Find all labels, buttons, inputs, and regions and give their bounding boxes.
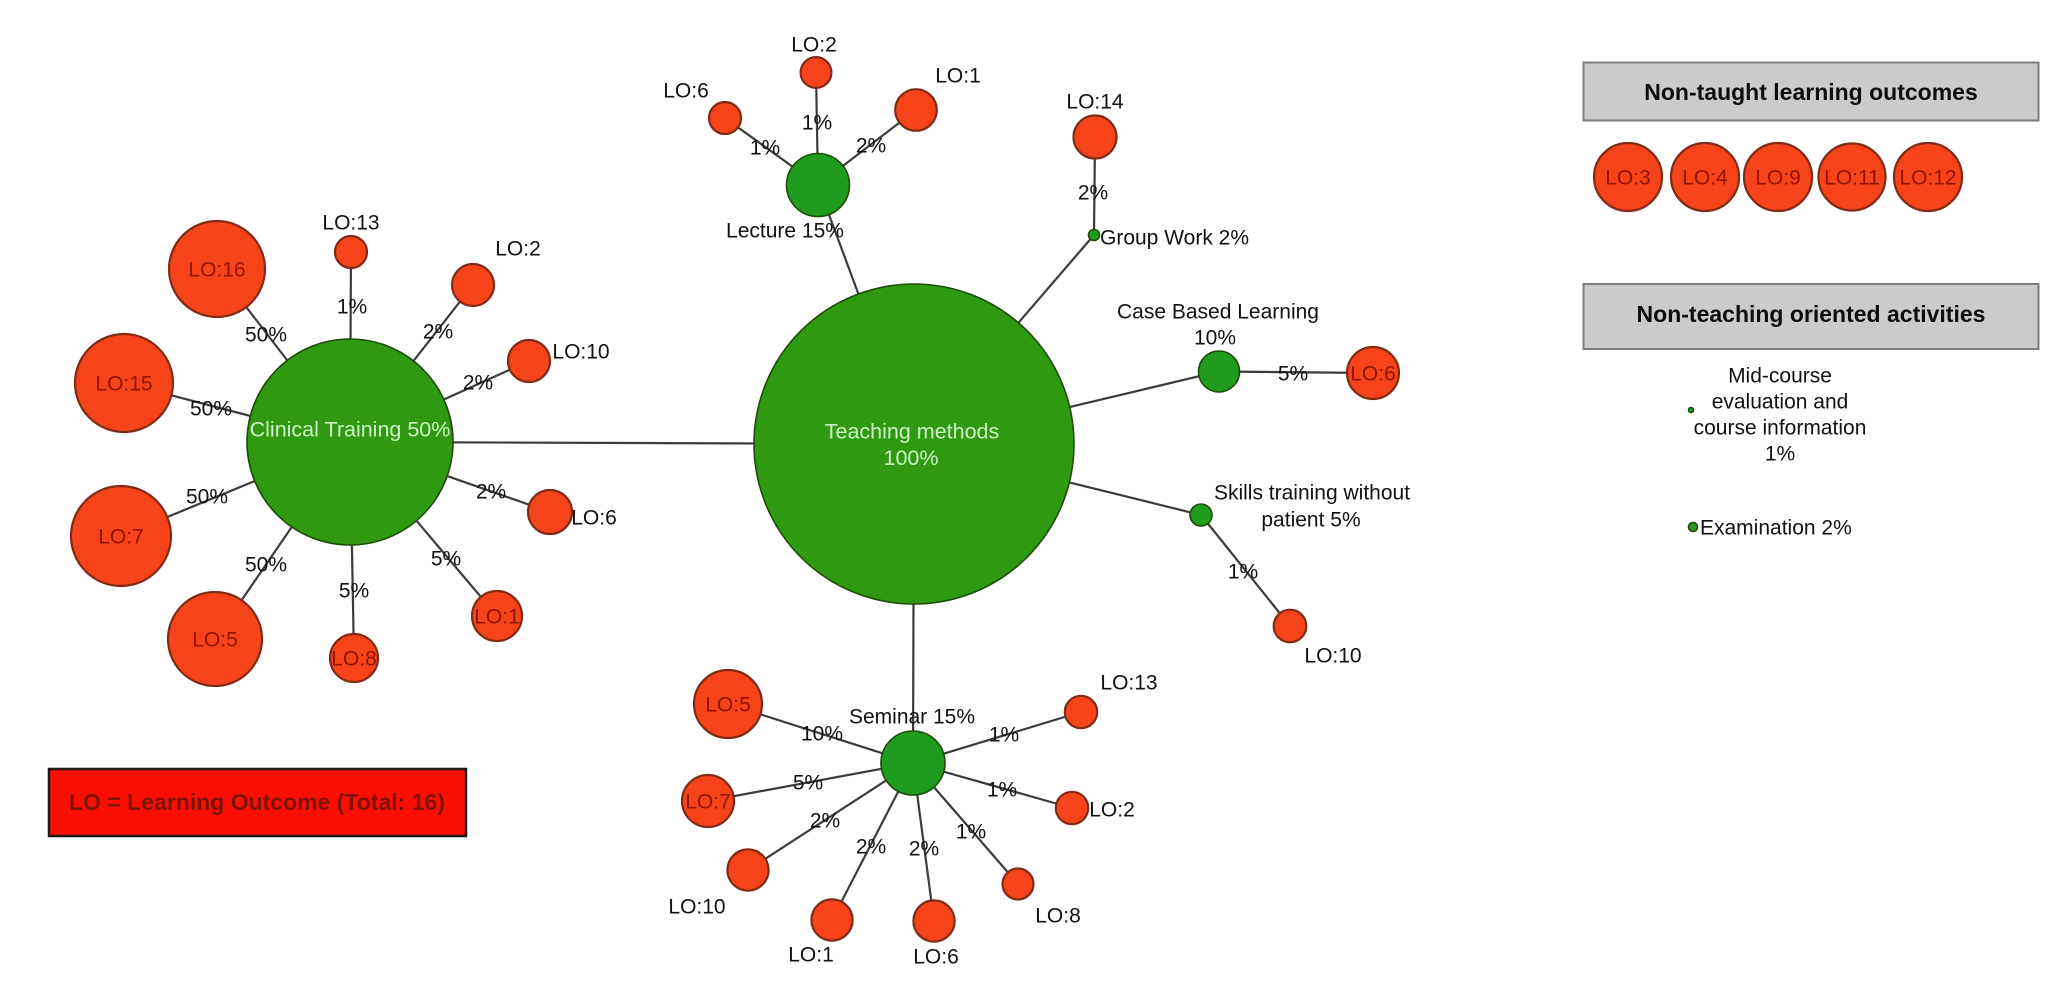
svg-text:LO:1: LO:1 — [935, 65, 981, 88]
svg-text:LO:2: LO:2 — [495, 238, 541, 261]
svg-text:LO:14: LO:14 — [1066, 91, 1124, 114]
svg-text:LO:6: LO:6 — [1350, 363, 1396, 386]
svg-text:1%: 1% — [989, 724, 1019, 747]
svg-text:50%: 50% — [186, 486, 228, 509]
svg-text:LO:6: LO:6 — [571, 507, 617, 530]
svg-text:Skills training without: Skills training without — [1214, 482, 1410, 505]
svg-text:LO:6: LO:6 — [663, 80, 709, 103]
svg-text:LO:2: LO:2 — [791, 34, 837, 57]
svg-text:Non-taught learning outcomes: Non-taught learning outcomes — [1644, 79, 1978, 105]
svg-text:1%: 1% — [1228, 561, 1258, 584]
svg-text:2%: 2% — [909, 838, 939, 861]
svg-text:1%: 1% — [802, 112, 832, 135]
svg-text:2%: 2% — [1078, 182, 1108, 205]
svg-text:LO:10: LO:10 — [1304, 645, 1361, 668]
svg-text:LO:10: LO:10 — [552, 341, 609, 364]
svg-text:LO:5: LO:5 — [192, 629, 238, 652]
svg-text:LO:15: LO:15 — [95, 373, 152, 396]
svg-text:2%: 2% — [463, 372, 493, 395]
svg-text:2%: 2% — [476, 481, 506, 504]
svg-text:2%: 2% — [810, 810, 840, 833]
svg-text:10%: 10% — [801, 723, 843, 746]
svg-text:LO:11: LO:11 — [1824, 167, 1880, 190]
svg-text:5%: 5% — [431, 548, 461, 571]
svg-text:10%: 10% — [1194, 327, 1236, 350]
svg-text:2%: 2% — [856, 836, 886, 859]
svg-text:Lecture 15%: Lecture 15% — [726, 220, 844, 243]
svg-text:LO:16: LO:16 — [188, 259, 245, 282]
svg-text:5%: 5% — [1278, 363, 1308, 386]
svg-text:50%: 50% — [245, 554, 287, 577]
svg-text:patient 5%: patient 5% — [1261, 509, 1360, 532]
svg-text:1%: 1% — [750, 137, 780, 160]
svg-text:5%: 5% — [793, 772, 823, 795]
svg-text:LO:9: LO:9 — [1755, 167, 1801, 190]
svg-text:LO:3: LO:3 — [1605, 167, 1651, 190]
svg-text:LO:12: LO:12 — [1899, 167, 1956, 190]
svg-text:Teaching methods: Teaching methods — [825, 420, 1000, 444]
svg-text:LO:7: LO:7 — [98, 526, 144, 549]
svg-text:1%: 1% — [337, 296, 367, 319]
svg-text:LO:1: LO:1 — [788, 944, 834, 967]
svg-text:LO:5: LO:5 — [705, 694, 751, 717]
svg-text:Clinical Training 50%: Clinical Training 50% — [250, 418, 451, 442]
svg-text:5%: 5% — [339, 580, 369, 603]
svg-text:LO:7: LO:7 — [685, 791, 731, 814]
svg-text:course information: course information — [1694, 417, 1867, 440]
svg-text:1%: 1% — [956, 821, 986, 844]
svg-text:evaluation and: evaluation and — [1712, 391, 1849, 414]
svg-text:LO:10: LO:10 — [668, 896, 725, 919]
svg-text:100%: 100% — [884, 446, 939, 470]
svg-text:Group Work 2%: Group Work 2% — [1100, 227, 1249, 250]
svg-text:50%: 50% — [190, 398, 232, 421]
svg-text:LO = Learning Outcome (Total:: LO = Learning Outcome (Total: 16) — [69, 789, 445, 815]
svg-text:LO:8: LO:8 — [1035, 905, 1081, 928]
svg-text:1%: 1% — [1765, 443, 1795, 466]
svg-text:2%: 2% — [423, 321, 453, 344]
svg-text:1%: 1% — [987, 779, 1017, 802]
svg-text:LO:13: LO:13 — [322, 212, 379, 235]
svg-text:50%: 50% — [245, 324, 287, 347]
svg-text:LO:4: LO:4 — [1682, 167, 1728, 190]
svg-text:LO:8: LO:8 — [331, 648, 377, 671]
svg-text:Mid-course: Mid-course — [1728, 365, 1832, 388]
svg-text:LO:13: LO:13 — [1100, 672, 1157, 695]
svg-text:Case Based Learning: Case Based Learning — [1117, 301, 1319, 324]
svg-text:LO:6: LO:6 — [913, 946, 959, 969]
svg-text:LO:1: LO:1 — [474, 606, 520, 629]
svg-text:Non-teaching oriented activiti: Non-teaching oriented activities — [1637, 301, 1986, 327]
svg-text:Examination 2%: Examination 2% — [1700, 517, 1852, 540]
svg-text:Seminar 15%: Seminar 15% — [849, 706, 975, 729]
svg-text:LO:2: LO:2 — [1089, 799, 1135, 822]
svg-text:2%: 2% — [856, 135, 886, 158]
